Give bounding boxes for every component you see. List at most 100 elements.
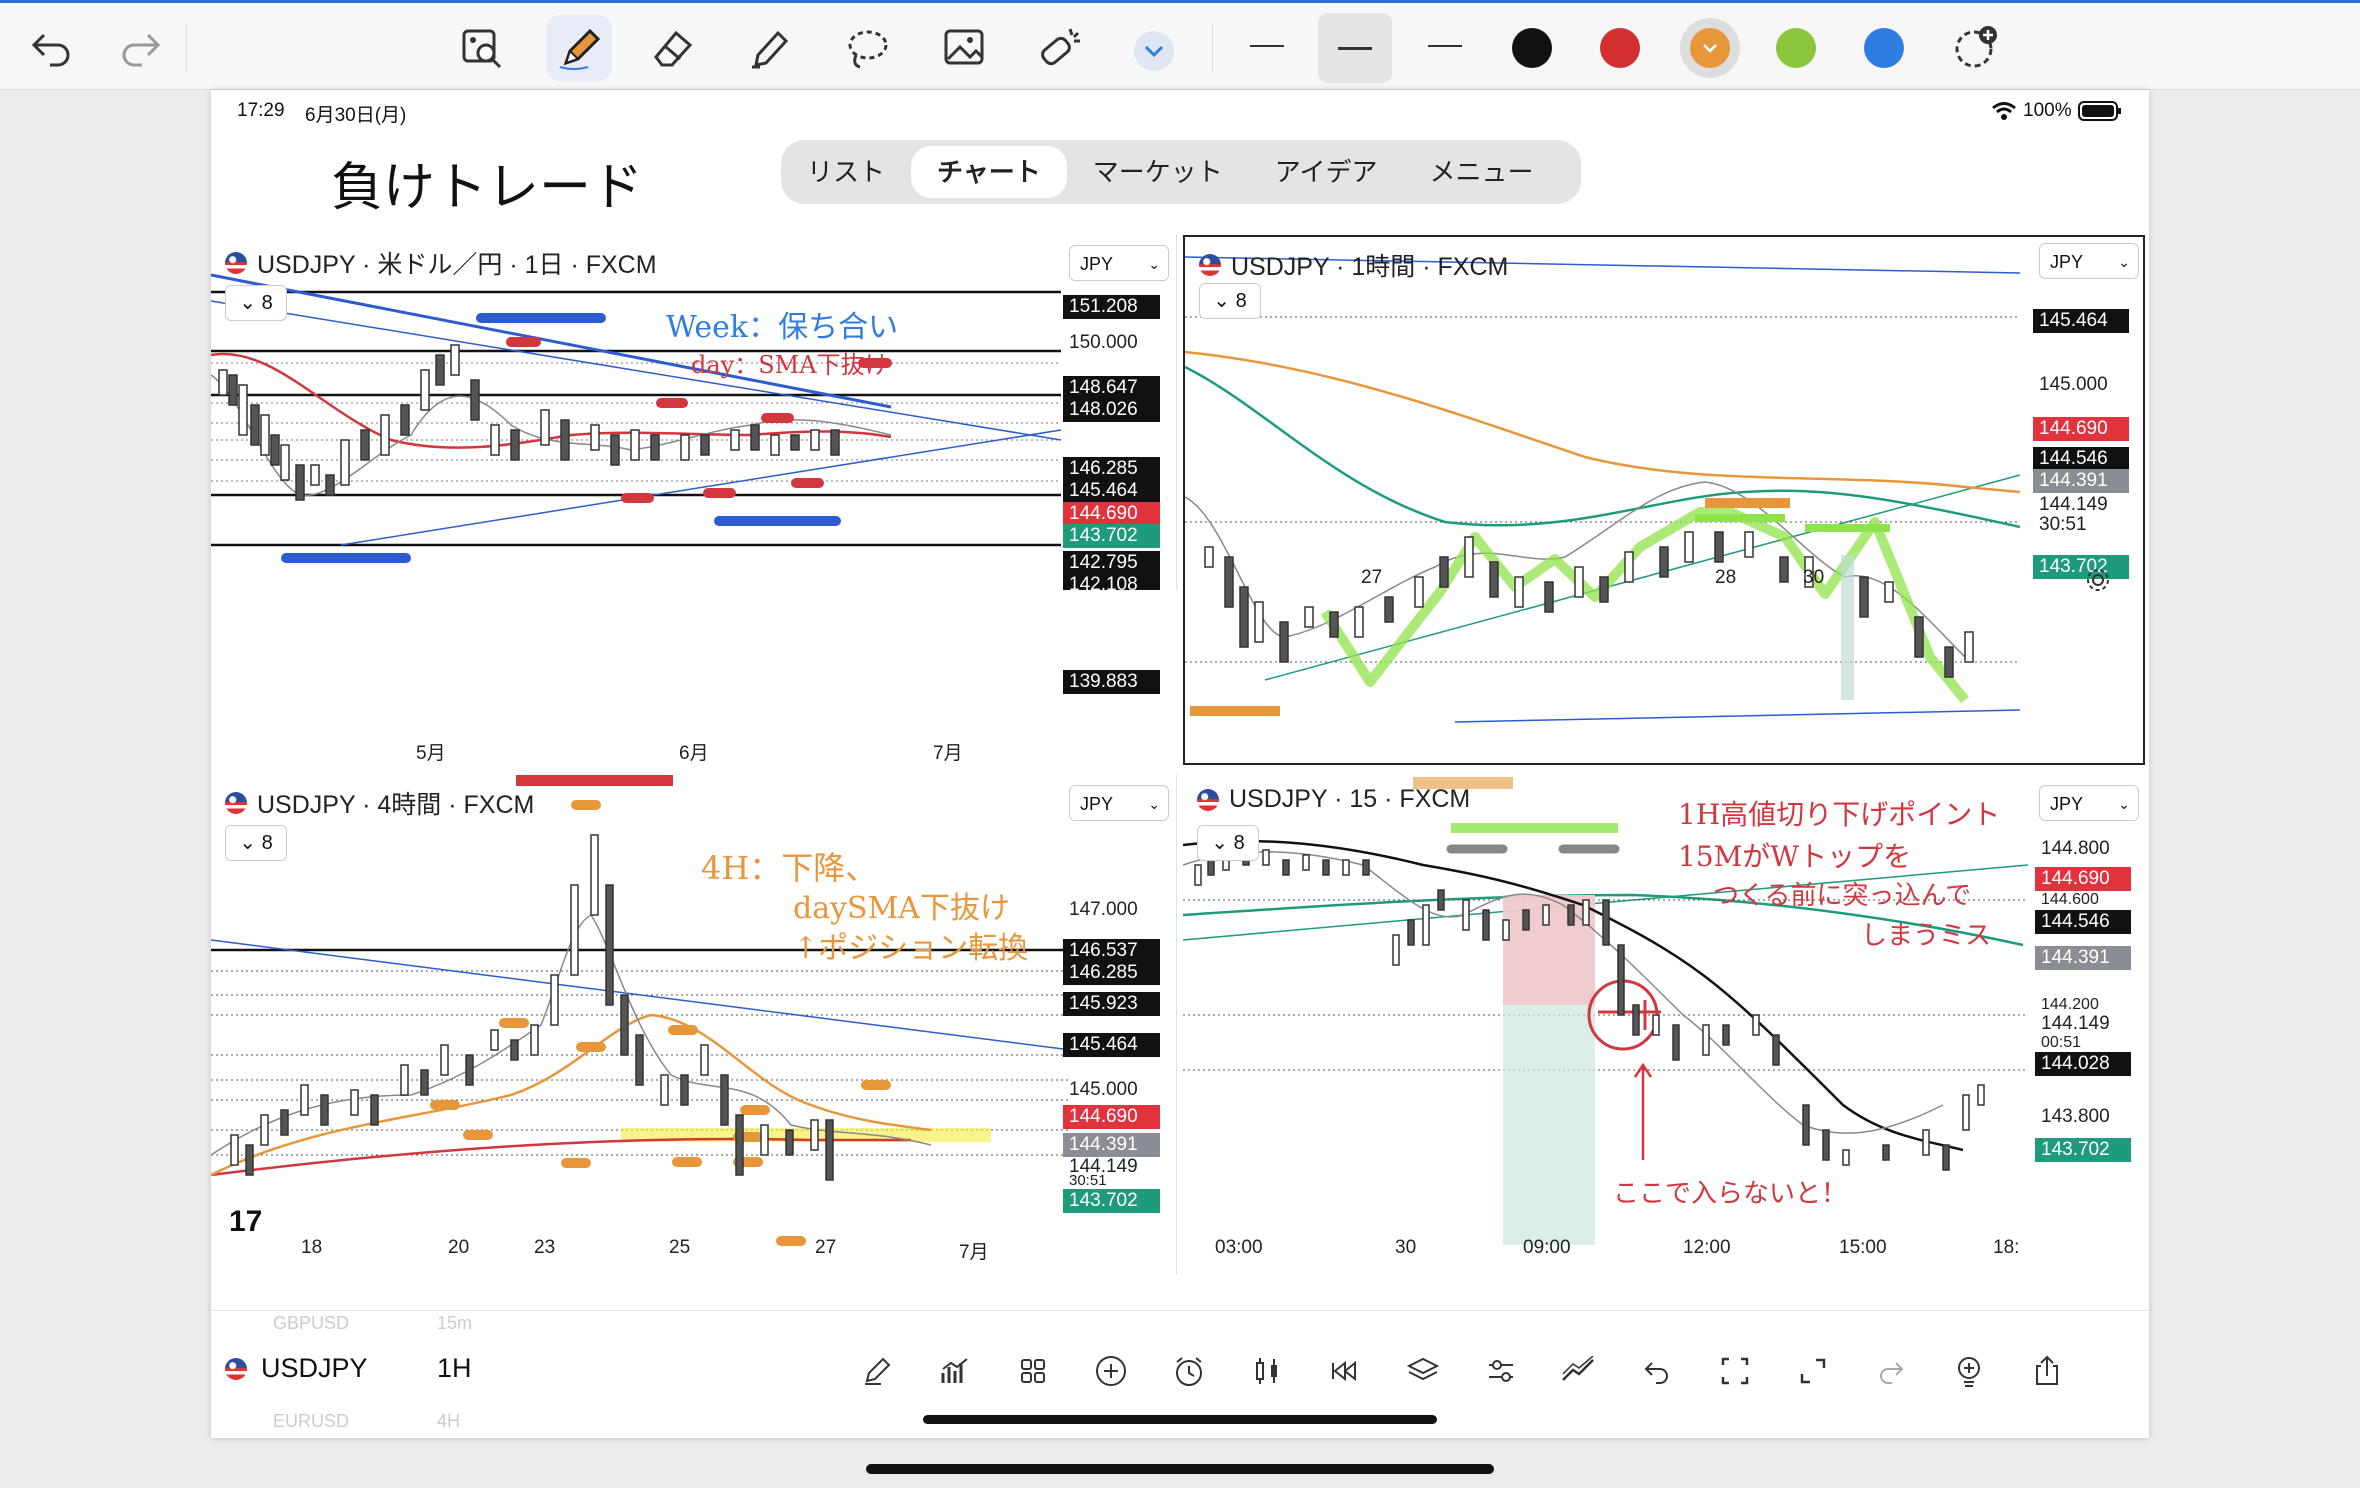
four-hour-chart-title[interactable]: USDJPY · 4時間 · FXCM xyxy=(225,785,534,821)
x-axis-label: 5月 xyxy=(416,743,446,764)
currency-select[interactable]: JPY ⌄ xyxy=(1069,785,1169,821)
line-width-thin[interactable] xyxy=(1250,45,1284,47)
redo-icon[interactable] xyxy=(1871,1351,1911,1391)
price-label: 148.647 xyxy=(1063,376,1160,400)
indicator-toggle[interactable]: ⌄ 8 xyxy=(1199,283,1261,319)
price-label: 143.702 xyxy=(2035,1138,2131,1162)
currency-select[interactable]: JPY ⌄ xyxy=(1069,245,1169,281)
undo-icon[interactable] xyxy=(1637,1351,1677,1391)
chart-panel-daily[interactable]: USDJPY · 米ドル／円 · 1日 · FXCM JPY ⌄ ⌄ 8 Week… xyxy=(211,235,1177,590)
chart-panel-4h[interactable]: USDJPY · 4時間 · FXCM JPY ⌄ ⌄ 8 4H：下降、 dayS… xyxy=(211,775,1177,1275)
chevron-down-icon: ⌄ xyxy=(1148,256,1160,272)
x-axis-label: 25 xyxy=(669,1237,691,1258)
daily-chart-title[interactable]: USDJPY · 米ドル／円 · 1日 · FXCM xyxy=(225,245,657,281)
add-icon[interactable] xyxy=(1091,1351,1131,1391)
chevron-down-icon[interactable] xyxy=(1134,31,1174,71)
x-axis-label: 28 xyxy=(1715,567,1737,588)
price-label: 143.702 xyxy=(1063,524,1160,548)
annotation-week: Week：保ち合い xyxy=(666,310,899,345)
chevron-down-icon: ⌄ xyxy=(1148,796,1160,812)
x-axis-label: 18 xyxy=(301,1237,323,1258)
chart-panel-15m[interactable]: USDJPY · 15 · FXCM JPY ⌄ ⌄ 8 1H高値切り下げポイント… xyxy=(1183,775,2145,1275)
settings-icon[interactable] xyxy=(2085,567,2111,598)
price-label: 144.149 xyxy=(1069,1156,1138,1177)
compare-icon[interactable] xyxy=(1559,1351,1599,1391)
lasso-icon[interactable] xyxy=(842,25,892,71)
price-label: 144.149 xyxy=(2041,1013,2110,1034)
symbol-name: USDJPY xyxy=(261,1353,368,1383)
x-axis-label: 30 xyxy=(1395,1237,1417,1258)
price-label: 145.000 xyxy=(1069,1079,1138,1100)
idea-icon[interactable] xyxy=(1949,1351,1989,1391)
expand-icon[interactable] xyxy=(1793,1351,1833,1391)
indicator-toggle[interactable]: ⌄ 8 xyxy=(225,825,287,861)
sticker-icon[interactable] xyxy=(1034,25,1084,71)
x-axis-label: 30 xyxy=(1803,567,1825,588)
redo-icon[interactable] xyxy=(116,27,164,67)
color-black[interactable] xyxy=(1512,28,1552,68)
price-label: 144.546 xyxy=(2033,447,2129,471)
color-red[interactable] xyxy=(1600,28,1640,68)
price-label: 148.026 xyxy=(1063,398,1160,422)
currency-select[interactable]: JPY ⌄ xyxy=(2039,243,2139,279)
interval-selector[interactable]: 1H xyxy=(437,1353,472,1383)
us-flag-icon xyxy=(1197,788,1219,811)
x-axis-label: 09:00 xyxy=(1523,1237,1571,1258)
fullscreen-select-icon[interactable] xyxy=(1715,1351,1755,1391)
x-axis-label: 7月 xyxy=(959,1242,989,1263)
pencil-icon[interactable] xyxy=(857,1351,897,1391)
color-green[interactable] xyxy=(1776,28,1816,68)
annotation-4h-position: ↑ポジション転換 xyxy=(793,931,1029,966)
color-blue[interactable] xyxy=(1864,28,1904,68)
annotation-entry-point: ここで入らないと！ xyxy=(1613,1179,1848,1209)
annotation-day: day：SMA下抜け xyxy=(691,351,889,379)
tab-market[interactable]: マーケット xyxy=(1092,157,1223,187)
indicators-icon[interactable] xyxy=(935,1351,975,1391)
share-icon[interactable] xyxy=(2027,1351,2067,1391)
layers-icon[interactable] xyxy=(1403,1351,1443,1391)
price-label: 144.690 xyxy=(2033,417,2129,441)
tab-chart[interactable]: チャート xyxy=(911,146,1067,198)
currency-select[interactable]: JPY ⌄ xyxy=(2039,785,2139,821)
marker-icon[interactable] xyxy=(744,25,794,71)
price-label: 145.464 xyxy=(1063,1033,1160,1057)
symbol-selector[interactable]: USDJPY xyxy=(225,1353,368,1384)
price-label: 143.702 xyxy=(2033,555,2129,579)
add-color-icon[interactable] xyxy=(1952,23,2000,71)
chart-panel-1h[interactable]: USDJPY · 1時間 · FXCM JPY ⌄ ⌄ 8 145.464 145… xyxy=(1183,235,2145,765)
image-search-icon[interactable] xyxy=(458,25,506,71)
x-axis-label: 23 xyxy=(534,1237,556,1258)
indicator-toggle[interactable]: ⌄ 8 xyxy=(1197,825,1259,861)
annotation-mistake: しまうミス xyxy=(1861,921,1992,951)
price-label: 144.028 xyxy=(2035,1052,2131,1076)
price-label: 145.000 xyxy=(2039,374,2108,395)
fifteen-minute-chart-title[interactable]: USDJPY · 15 · FXCM xyxy=(1197,785,1470,814)
tab-ideas[interactable]: アイデア xyxy=(1274,157,1378,187)
line-width-medium[interactable] xyxy=(1318,13,1392,83)
layout-icon[interactable] xyxy=(1013,1351,1053,1391)
price-label: 144.200 xyxy=(2041,996,2099,1013)
price-label: 146.285 xyxy=(1063,457,1160,481)
eraser-icon[interactable] xyxy=(648,25,698,71)
undo-icon[interactable] xyxy=(28,27,76,67)
line-width-thick[interactable] xyxy=(1428,45,1462,47)
tab-menu[interactable]: メニュー xyxy=(1429,157,1534,187)
replay-icon[interactable] xyxy=(1325,1351,1365,1391)
annotation-4h-trend: 4H：下降、 xyxy=(701,849,878,887)
price-label: 144.149 xyxy=(2039,494,2108,515)
tab-list[interactable]: リスト xyxy=(807,157,886,187)
note-title: 負けトレード xyxy=(331,158,644,218)
price-label: 139.883 xyxy=(1063,670,1160,694)
chevron-down-icon xyxy=(1690,28,1730,68)
price-label: 151.208 xyxy=(1063,295,1160,319)
hourly-chart-title[interactable]: USDJPY · 1時間 · FXCM xyxy=(1199,247,1508,283)
alarm-icon[interactable] xyxy=(1169,1351,1209,1391)
image-icon[interactable] xyxy=(940,25,990,71)
settings-icon[interactable] xyxy=(1481,1351,1521,1391)
candles-icon[interactable] xyxy=(1247,1351,1287,1391)
indicator-toggle[interactable]: ⌄ 8 xyxy=(225,285,287,321)
price-label: 144.690 xyxy=(1063,502,1160,526)
color-orange-selected[interactable] xyxy=(1680,18,1740,78)
x-axis-label: 7月 xyxy=(933,743,963,764)
pen-icon[interactable] xyxy=(546,15,612,81)
